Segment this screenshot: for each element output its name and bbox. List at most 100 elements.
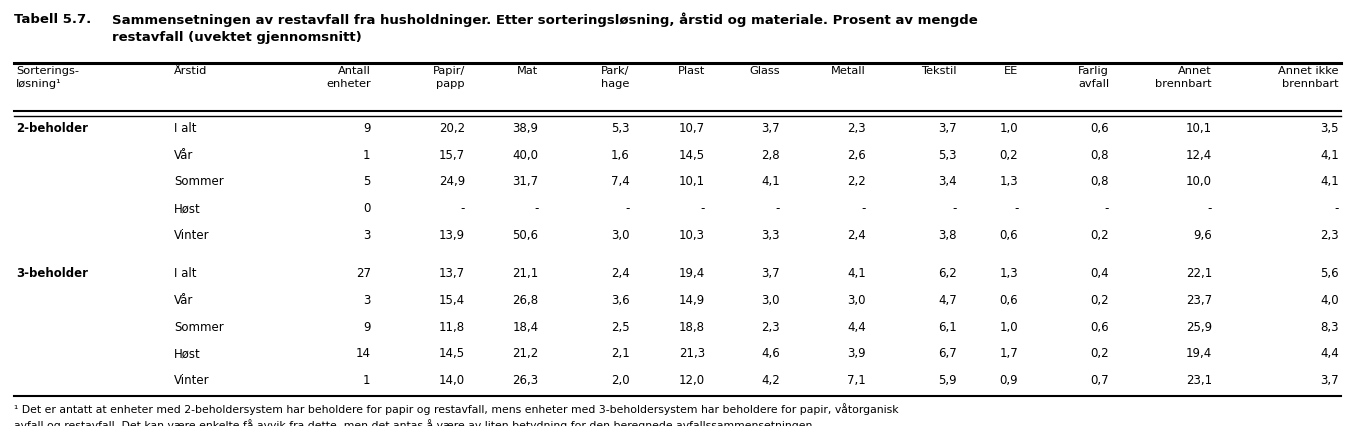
Text: 40,0: 40,0	[512, 148, 538, 161]
Text: Sommer: Sommer	[173, 175, 224, 188]
Text: Årstid: Årstid	[173, 66, 207, 76]
Text: 10,7: 10,7	[679, 121, 705, 134]
Text: 14,5: 14,5	[439, 347, 465, 360]
Text: 3: 3	[363, 293, 371, 306]
Text: -: -	[1207, 202, 1211, 215]
Text: Plast: Plast	[678, 66, 705, 76]
Text: 50,6: 50,6	[512, 228, 538, 242]
Text: 9: 9	[363, 121, 371, 134]
Text: 4,6: 4,6	[762, 347, 780, 360]
Text: 1: 1	[363, 148, 371, 161]
Text: 4,1: 4,1	[762, 175, 780, 188]
Text: 5: 5	[363, 175, 371, 188]
Text: 0,8: 0,8	[1091, 175, 1110, 188]
Text: 10,3: 10,3	[679, 228, 705, 242]
Text: -: -	[776, 202, 780, 215]
Text: -: -	[625, 202, 629, 215]
Text: 25,9: 25,9	[1186, 320, 1211, 333]
Text: 21,2: 21,2	[512, 347, 538, 360]
Text: 2,3: 2,3	[847, 121, 866, 134]
Text: 8,3: 8,3	[1320, 320, 1339, 333]
Text: EE: EE	[1004, 66, 1019, 76]
Text: 0,4: 0,4	[1091, 266, 1110, 279]
Text: Høst: Høst	[173, 202, 201, 215]
Text: 1,3: 1,3	[1000, 175, 1019, 188]
Text: 0,8: 0,8	[1091, 148, 1110, 161]
Text: 4,7: 4,7	[938, 293, 957, 306]
Text: Tekstil: Tekstil	[921, 66, 957, 76]
Text: 7,4: 7,4	[611, 175, 629, 188]
Text: 3,7: 3,7	[938, 121, 957, 134]
Text: 10,0: 10,0	[1186, 175, 1211, 188]
Text: 3,8: 3,8	[938, 228, 957, 242]
Text: 18,4: 18,4	[512, 320, 538, 333]
Text: 18,8: 18,8	[679, 320, 705, 333]
Text: 9,6: 9,6	[1194, 228, 1211, 242]
Text: 1,0: 1,0	[1000, 320, 1019, 333]
Text: 21,3: 21,3	[679, 347, 705, 360]
Text: 31,7: 31,7	[512, 175, 538, 188]
Text: 2,4: 2,4	[611, 266, 629, 279]
Text: 0,6: 0,6	[1091, 121, 1110, 134]
Text: 3,9: 3,9	[847, 347, 866, 360]
Text: 6,2: 6,2	[938, 266, 957, 279]
Text: Metall: Metall	[831, 66, 866, 76]
Text: I alt: I alt	[173, 266, 196, 279]
Text: Vår: Vår	[173, 148, 194, 161]
Text: 12,4: 12,4	[1186, 148, 1211, 161]
Text: 2,4: 2,4	[847, 228, 866, 242]
Text: 2,2: 2,2	[847, 175, 866, 188]
Text: 7,1: 7,1	[847, 374, 866, 386]
Text: 3,7: 3,7	[1320, 374, 1339, 386]
Text: Vinter: Vinter	[173, 374, 210, 386]
Text: 0,6: 0,6	[1000, 293, 1019, 306]
Text: 1,7: 1,7	[1000, 347, 1019, 360]
Text: 20,2: 20,2	[439, 121, 465, 134]
Text: 4,0: 4,0	[1320, 293, 1339, 306]
Text: -: -	[1335, 202, 1339, 215]
Text: ¹ Det er antatt at enheter med 2-beholdersystem har beholdere for papir og resta: ¹ Det er antatt at enheter med 2-beholde…	[14, 402, 898, 426]
Text: 1: 1	[363, 374, 371, 386]
Text: 10,1: 10,1	[679, 175, 705, 188]
Text: 2-beholder: 2-beholder	[16, 121, 88, 134]
Text: 2,5: 2,5	[611, 320, 629, 333]
Text: 2,3: 2,3	[1320, 228, 1339, 242]
Text: Vår: Vår	[173, 293, 194, 306]
Text: 15,4: 15,4	[439, 293, 465, 306]
Text: 0,2: 0,2	[1091, 347, 1110, 360]
Text: 27: 27	[355, 266, 371, 279]
Text: 13,7: 13,7	[439, 266, 465, 279]
Text: 1,6: 1,6	[611, 148, 629, 161]
Text: 0,6: 0,6	[1000, 228, 1019, 242]
Text: 2,8: 2,8	[762, 148, 780, 161]
Text: -: -	[701, 202, 705, 215]
Text: 14,0: 14,0	[439, 374, 465, 386]
Text: Mat: Mat	[518, 66, 538, 76]
Text: 12,0: 12,0	[679, 374, 705, 386]
Text: -: -	[461, 202, 465, 215]
Text: 19,4: 19,4	[679, 266, 705, 279]
Text: I alt: I alt	[173, 121, 196, 134]
Text: 3,4: 3,4	[938, 175, 957, 188]
Text: 4,1: 4,1	[1320, 175, 1339, 188]
Text: 23,1: 23,1	[1186, 374, 1211, 386]
Text: 4,1: 4,1	[847, 266, 866, 279]
Text: 4,4: 4,4	[1320, 347, 1339, 360]
Text: 3-beholder: 3-beholder	[16, 266, 88, 279]
Text: 3,0: 3,0	[762, 293, 780, 306]
Text: 3,7: 3,7	[762, 266, 780, 279]
Text: 5,3: 5,3	[611, 121, 629, 134]
Text: 11,8: 11,8	[439, 320, 465, 333]
Text: Papir/
papp: Papir/ papp	[432, 66, 465, 88]
Text: 2,0: 2,0	[611, 374, 629, 386]
Text: 0,9: 0,9	[1000, 374, 1019, 386]
Text: 0,6: 0,6	[1091, 320, 1110, 333]
Text: 21,1: 21,1	[512, 266, 538, 279]
Text: 3,0: 3,0	[847, 293, 866, 306]
Text: Sammensetningen av restavfall fra husholdninger. Etter sorteringsløsning, årstid: Sammensetningen av restavfall fra hushol…	[112, 13, 978, 44]
Text: Park/
hage: Park/ hage	[600, 66, 629, 88]
Text: 3,6: 3,6	[611, 293, 629, 306]
Text: 5,6: 5,6	[1320, 266, 1339, 279]
Text: 14: 14	[355, 347, 371, 360]
Text: 19,4: 19,4	[1186, 347, 1211, 360]
